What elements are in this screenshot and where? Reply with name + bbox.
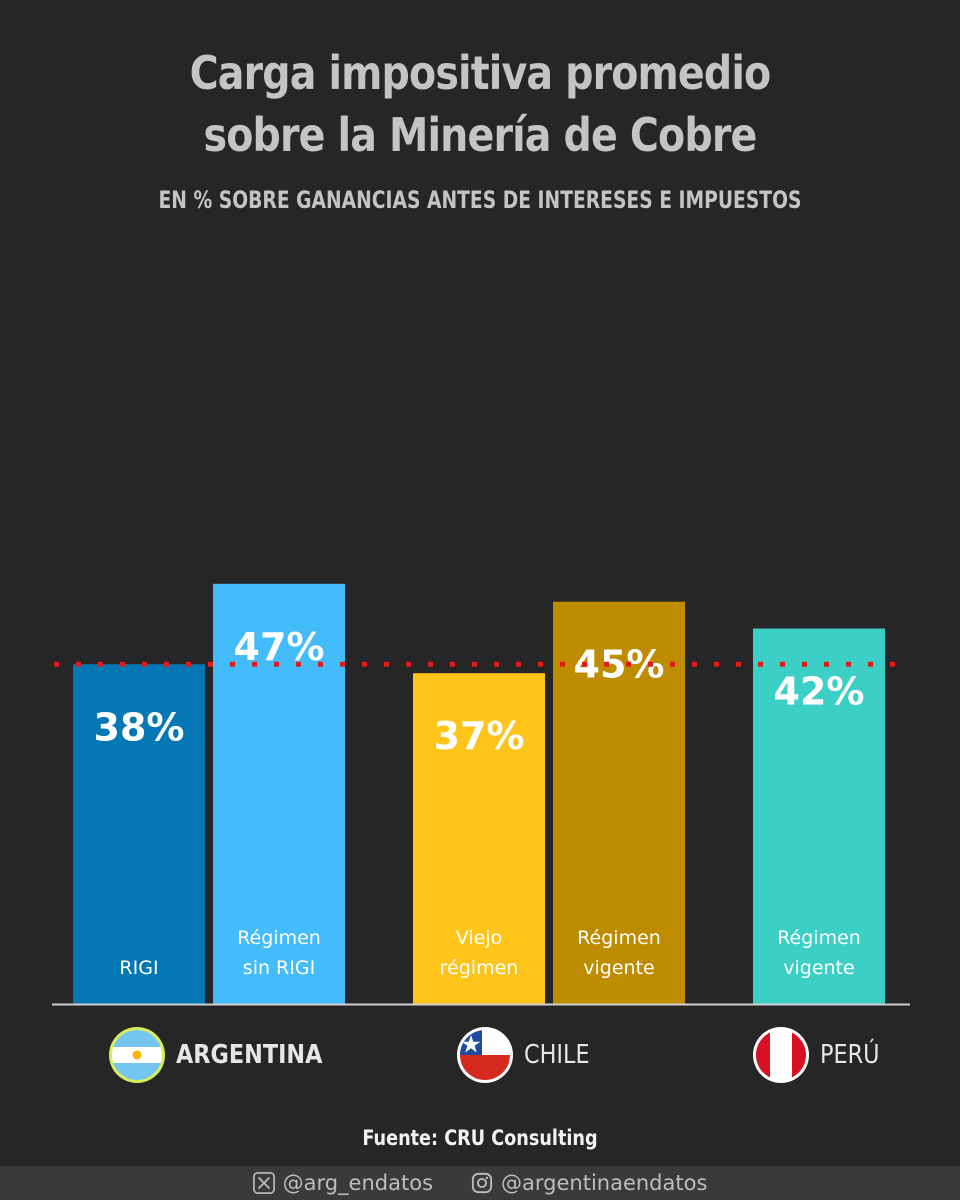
bar-value-label-3: 37% bbox=[434, 714, 525, 758]
country-label-chile: CHILE bbox=[524, 1040, 590, 1070]
chart-subtitle: EN % SOBRE GANANCIAS ANTES DE INTERESES … bbox=[158, 186, 802, 214]
country-label-peru: PERÚ bbox=[820, 1040, 880, 1070]
chart-title-line-2: sobre la Minería de Cobre bbox=[203, 108, 758, 162]
country-peru: PERÚ bbox=[752, 1024, 889, 1086]
country-argentina: ARGENTINA bbox=[108, 1024, 346, 1086]
bar-category-label-3-2: régimen bbox=[440, 957, 519, 979]
bar-chart: 38% RIGI 47% Régimen sin RIGI 37% Viejo régimen… bbox=[52, 583, 910, 1006]
bar-value-label-5: 42% bbox=[774, 670, 865, 714]
instagram-icon bbox=[471, 1172, 493, 1194]
chile-flag-icon bbox=[457, 1027, 513, 1083]
argentina-flag-icon bbox=[109, 1027, 165, 1083]
x-handle[interactable]: @arg_endatos bbox=[252, 1171, 434, 1195]
bar-1 bbox=[73, 664, 205, 1004]
country-chile: CHILE bbox=[456, 1024, 600, 1086]
bar-value-label-2: 47% bbox=[234, 625, 325, 669]
footer-bar: @arg_endatos @argentinaendatos bbox=[0, 1166, 960, 1200]
bar-category-label-2-2: sin RIGI bbox=[243, 957, 315, 979]
bar-4 bbox=[553, 601, 685, 1004]
bar-3 bbox=[413, 673, 545, 1004]
chart-title-line-1: Carga impositiva promedio bbox=[189, 46, 772, 100]
source-note: Fuente: CRU Consulting bbox=[362, 1126, 598, 1150]
bar-category-label-4-1: Régimen bbox=[577, 927, 661, 949]
peru-flag-icon bbox=[753, 1027, 809, 1083]
bar-5 bbox=[753, 628, 885, 1004]
country-label-argentina: ARGENTINA bbox=[176, 1040, 323, 1070]
bar-category-label-5-2: vigente bbox=[783, 957, 854, 979]
x-handle-text: @arg_endatos bbox=[282, 1171, 434, 1195]
instagram-handle-text: @argentinaendatos bbox=[501, 1171, 708, 1195]
bar-2 bbox=[213, 583, 345, 1004]
bar-category-label-3-1: Viejo bbox=[456, 927, 502, 949]
bar-value-label-1: 38% bbox=[94, 705, 185, 749]
instagram-handle[interactable]: @argentinaendatos bbox=[471, 1171, 707, 1195]
chart-title: Carga impositiva promedio sobre la Miner… bbox=[67, 42, 893, 166]
bar-category-label-1-1: RIGI bbox=[119, 957, 158, 979]
bar-category-label-4-2: vigente bbox=[583, 957, 654, 979]
bar-category-label-2-1: Régimen bbox=[237, 927, 321, 949]
x-logo-icon bbox=[252, 1172, 275, 1194]
bar-category-label-5-1: Régimen bbox=[777, 927, 861, 949]
